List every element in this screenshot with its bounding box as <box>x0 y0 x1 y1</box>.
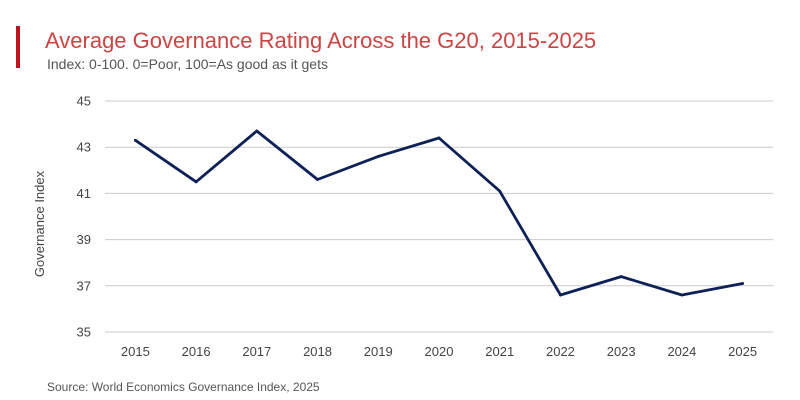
x-axis-ticks: 2015 2016 2017 2018 2019 2020 2021 2022 2023 2024… <box>121 344 757 359</box>
y-tick-label: 41 <box>77 186 91 201</box>
x-tick-label: 2019 <box>364 344 393 359</box>
x-tick-label: 2023 <box>607 344 636 359</box>
chart-title: Average Governance Rating Across the G20… <box>45 28 597 53</box>
data-point-2022 <box>559 293 562 297</box>
data-point-2021 <box>498 189 502 193</box>
y-tick-label: 37 <box>77 278 91 293</box>
x-tick-label: 2016 <box>182 344 211 359</box>
data-point-2015 <box>133 138 137 142</box>
y-axis-ticks: 35 37 39 41 43 45 <box>77 94 91 340</box>
data-point-2018 <box>316 178 319 181</box>
chart-subtitle: Index: 0-100. 0=Poor, 100=As good as it … <box>47 56 328 72</box>
data-point-2025 <box>741 282 745 285</box>
data-point-2023 <box>619 275 623 278</box>
x-tick-label: 2021 <box>485 344 514 359</box>
x-tick-label: 2017 <box>242 344 271 359</box>
y-tick-label: 39 <box>77 232 91 247</box>
x-tick-label: 2018 <box>303 344 332 359</box>
y-tick-label: 45 <box>77 94 91 109</box>
x-tick-label: 2015 <box>121 344 150 359</box>
gridlines <box>105 100 773 333</box>
data-point-2020 <box>437 136 441 140</box>
data-point-2016 <box>194 180 198 184</box>
x-tick-label: 2020 <box>425 344 454 359</box>
x-tick-label: 2024 <box>667 344 696 359</box>
source-note: Source: World Economics Governance Index… <box>47 380 320 394</box>
y-axis-label: Governance Index <box>32 170 47 277</box>
data-point-2017 <box>255 129 259 133</box>
x-tick-label: 2022 <box>546 344 575 359</box>
series-line <box>134 129 744 297</box>
accent-bar <box>16 26 20 68</box>
data-point-2024 <box>680 293 684 297</box>
y-tick-label: 35 <box>77 325 91 340</box>
x-tick-label: 2025 <box>728 344 757 359</box>
data-points <box>133 129 745 297</box>
data-point-2019 <box>376 155 380 158</box>
y-tick-label: 43 <box>77 140 91 155</box>
